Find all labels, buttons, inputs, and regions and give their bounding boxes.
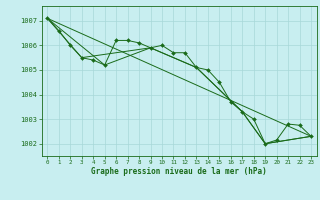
X-axis label: Graphe pression niveau de la mer (hPa): Graphe pression niveau de la mer (hPa) [91, 167, 267, 176]
